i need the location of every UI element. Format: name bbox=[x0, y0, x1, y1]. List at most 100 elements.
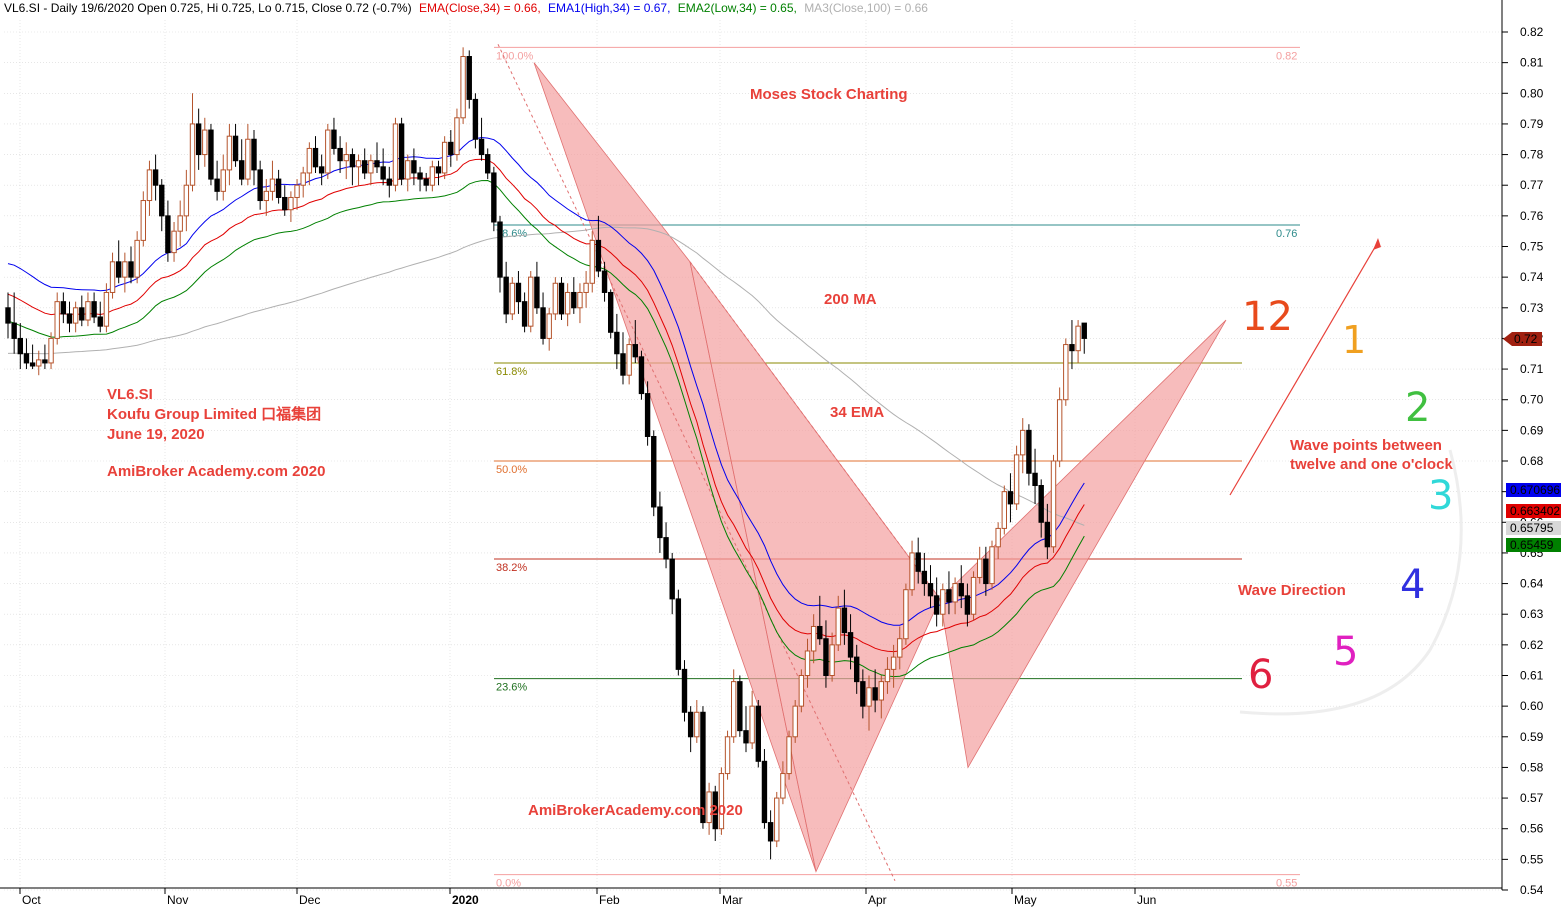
candle-body bbox=[460, 56, 466, 119]
candle-body bbox=[651, 435, 657, 508]
candle-body bbox=[884, 668, 891, 683]
candle bbox=[66, 301, 73, 333]
candle bbox=[860, 669, 866, 719]
annotation-date: June 19, 2020 bbox=[107, 426, 205, 443]
candle bbox=[159, 179, 165, 232]
fib-label: 23.6% bbox=[496, 682, 527, 694]
candle bbox=[884, 657, 891, 694]
candle-body bbox=[491, 172, 497, 223]
candle-body bbox=[989, 546, 995, 585]
candle-body bbox=[749, 705, 755, 744]
candle-body bbox=[140, 200, 147, 241]
candle bbox=[657, 491, 663, 553]
candle bbox=[466, 50, 472, 109]
candle bbox=[632, 320, 638, 363]
candle bbox=[1007, 473, 1014, 523]
pattern-dashed-line bbox=[689, 261, 941, 600]
candle-body bbox=[970, 576, 977, 615]
y-tick-label: 0.81 bbox=[1520, 56, 1544, 70]
candle-body bbox=[478, 138, 485, 156]
candle-body bbox=[349, 154, 356, 168]
candle bbox=[620, 332, 626, 385]
y-tick-label: 0.54 bbox=[1520, 883, 1544, 897]
candle bbox=[946, 571, 952, 615]
candle bbox=[989, 540, 995, 590]
candle-body bbox=[405, 160, 411, 180]
candle-body bbox=[940, 589, 946, 615]
x-tick-label: Mar bbox=[722, 893, 743, 907]
candle-body bbox=[847, 632, 854, 658]
candle bbox=[134, 231, 140, 284]
candle bbox=[343, 142, 349, 180]
candle-body bbox=[1013, 454, 1020, 505]
candle bbox=[872, 669, 878, 713]
candle-body bbox=[810, 625, 817, 652]
candle bbox=[558, 277, 565, 321]
candle bbox=[23, 338, 30, 370]
candle bbox=[601, 261, 608, 302]
candle bbox=[435, 160, 442, 186]
candle-body bbox=[159, 184, 165, 217]
candle-body bbox=[1007, 491, 1014, 505]
candle-body bbox=[589, 239, 595, 284]
x-tick-label: Oct bbox=[22, 893, 41, 907]
candle bbox=[152, 154, 159, 201]
candle bbox=[454, 108, 460, 161]
annotation-wave-note-2: twelve and one o'clock bbox=[1290, 456, 1453, 473]
candle-body bbox=[165, 215, 171, 254]
candle-body bbox=[1063, 344, 1069, 401]
candle-body bbox=[644, 393, 651, 437]
candle-body bbox=[638, 356, 645, 395]
candle-body bbox=[220, 169, 226, 192]
candle-body bbox=[1026, 429, 1032, 474]
indicator-tag-label: 0.65459 bbox=[1510, 538, 1554, 552]
candle-body bbox=[767, 822, 774, 842]
candle bbox=[122, 252, 128, 293]
candle bbox=[485, 148, 491, 180]
candle-body bbox=[116, 261, 122, 278]
candle-body bbox=[780, 773, 786, 799]
candle-body bbox=[1038, 485, 1044, 523]
candle-body bbox=[318, 166, 325, 174]
candle bbox=[681, 660, 688, 722]
indicator-tag bbox=[1506, 504, 1561, 518]
y-tick-label: 0.57 bbox=[1520, 791, 1544, 805]
candle bbox=[977, 546, 983, 584]
candle-body bbox=[72, 307, 79, 324]
candle-body bbox=[835, 607, 841, 646]
candle-body bbox=[731, 681, 737, 738]
fib-price-label: 0.82 bbox=[1276, 50, 1297, 62]
candle bbox=[195, 108, 202, 170]
candle-body bbox=[786, 736, 792, 775]
candle bbox=[189, 93, 196, 192]
candle-body bbox=[109, 261, 116, 293]
candle bbox=[724, 730, 731, 780]
annotation-site-1: AmiBroker Academy.com 2020 bbox=[107, 463, 325, 480]
candle bbox=[1063, 338, 1069, 406]
candle-body bbox=[1001, 491, 1007, 529]
candle-body bbox=[515, 282, 522, 303]
x-tick-label: Dec bbox=[299, 893, 320, 907]
candle-body bbox=[829, 644, 835, 676]
last-price-label: 0.72 bbox=[1514, 332, 1538, 346]
clock-12: 12 bbox=[1242, 294, 1293, 340]
annotation-34ema: 34 EMA bbox=[830, 404, 884, 421]
y-tick-label: 0.55 bbox=[1520, 852, 1544, 866]
candle bbox=[275, 169, 282, 204]
candle bbox=[608, 289, 614, 339]
candle-body bbox=[485, 154, 491, 174]
candle bbox=[577, 283, 583, 324]
candle bbox=[355, 154, 362, 186]
candle bbox=[841, 589, 848, 645]
indicator-tag-label: 0.670696 bbox=[1510, 483, 1560, 497]
candle bbox=[140, 191, 147, 247]
candle-body bbox=[1020, 429, 1026, 456]
candle bbox=[829, 632, 835, 682]
candle bbox=[958, 565, 964, 609]
candle bbox=[85, 292, 91, 327]
candle-body bbox=[466, 56, 472, 100]
candle bbox=[743, 706, 749, 753]
candle-body bbox=[423, 178, 429, 186]
candle bbox=[737, 675, 743, 737]
